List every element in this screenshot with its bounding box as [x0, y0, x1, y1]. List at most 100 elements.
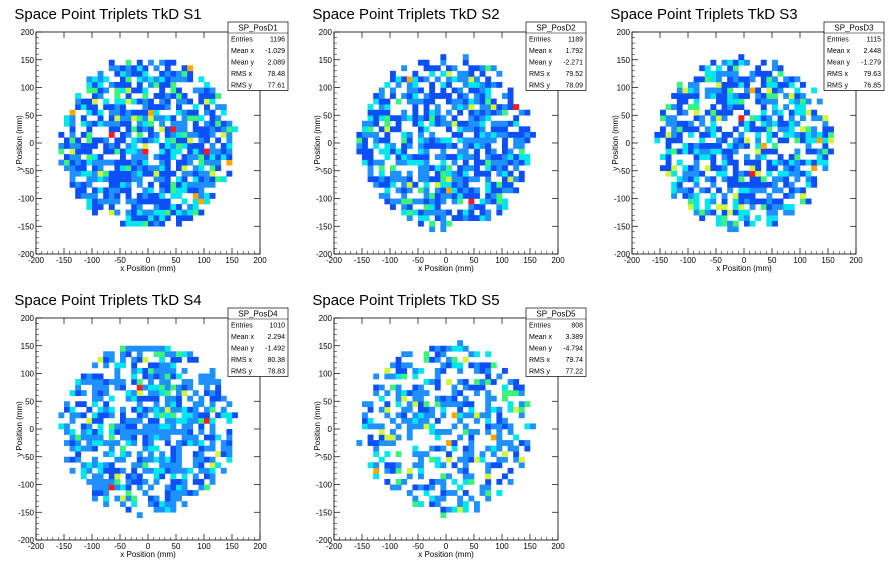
- heatmap-bin: [721, 215, 728, 221]
- heatmap-bin: [457, 137, 464, 144]
- heatmap-bin: [446, 154, 452, 160]
- x-tick-label: -100: [680, 256, 697, 265]
- heatmap-bin: [783, 209, 790, 216]
- heatmap-bin: [457, 126, 464, 133]
- heatmap-bin: [187, 148, 194, 155]
- heatmap-bin: [800, 198, 806, 205]
- heatmap-bin: [170, 478, 177, 485]
- heatmap-bin: [108, 59, 115, 66]
- heatmap-bin: [485, 379, 492, 385]
- heatmap-bin: [176, 462, 182, 469]
- heatmap-bin: [153, 215, 160, 221]
- heatmap-bin: [406, 143, 413, 149]
- heatmap-bin: [451, 65, 458, 72]
- heatmap-bin: [198, 159, 205, 166]
- heatmap-bin: [474, 384, 480, 391]
- heatmap-bin: [816, 154, 823, 160]
- heatmap-bin: [92, 445, 98, 452]
- heatmap-bin: [142, 440, 149, 446]
- heatmap-bin: [176, 181, 182, 188]
- heatmap-bin: [97, 484, 104, 491]
- heatmap-bin: [198, 148, 205, 155]
- heatmap-bin: [108, 131, 115, 138]
- y-axis-label: y Position (mm): [15, 401, 24, 457]
- heatmap-bin: [429, 412, 436, 419]
- heatmap-bin: [153, 445, 160, 452]
- heatmap-bin: [744, 137, 750, 144]
- heatmap-bin: [429, 198, 436, 205]
- heatmap-bin: [755, 126, 762, 133]
- heatmap-bin: [108, 198, 115, 205]
- stats-row-label: RMS y: [827, 83, 849, 90]
- heatmap-bin: [783, 104, 790, 110]
- heatmap-bin: [215, 115, 222, 122]
- heatmap-bin: [755, 159, 762, 166]
- heatmap-bin: [401, 137, 408, 144]
- heatmap-bin: [136, 126, 143, 133]
- heatmap-bin: [704, 143, 711, 149]
- heatmap-bin: [451, 478, 458, 485]
- heatmap-bin: [794, 176, 801, 183]
- stats-row-value: 77.61: [267, 83, 285, 90]
- heatmap-bin: [440, 137, 447, 144]
- x-tick-label: 0: [444, 256, 449, 265]
- heatmap-bin: [513, 165, 520, 172]
- heatmap-bin: [772, 120, 778, 127]
- x-tick-label: 0: [742, 256, 747, 265]
- heatmap-bin: [142, 187, 149, 194]
- heatmap-bin: [131, 367, 138, 374]
- heatmap-bin: [148, 192, 154, 199]
- heatmap-bin: [378, 384, 385, 391]
- heatmap-bin: [682, 165, 689, 172]
- stats-row-label: RMS y: [529, 369, 551, 376]
- heatmap-bin: [800, 192, 806, 199]
- heatmap-bin: [502, 104, 508, 110]
- heatmap-bin: [738, 204, 745, 210]
- y-tick-label: -150: [18, 508, 35, 517]
- heatmap-bin: [507, 93, 514, 99]
- heatmap-bin: [176, 373, 182, 380]
- heatmap-bin: [457, 154, 464, 160]
- heatmap-bin: [766, 165, 773, 172]
- heatmap-bin: [198, 98, 205, 105]
- heatmap-bin: [496, 440, 503, 446]
- heatmap-bin: [805, 159, 812, 166]
- heatmap-bin: [103, 362, 110, 369]
- stats-row-label: RMS x: [231, 357, 253, 364]
- heatmap-bin: [69, 417, 76, 424]
- heatmap-bin: [97, 412, 104, 419]
- heatmap-bin: [732, 192, 739, 199]
- heatmap-bin: [153, 495, 160, 502]
- heatmap-bin: [524, 445, 531, 452]
- heatmap-bin: [97, 198, 104, 205]
- stats-row-value: 1.792: [565, 48, 583, 55]
- heatmap-bin: [181, 423, 188, 430]
- heatmap-bin: [80, 120, 87, 127]
- heatmap-bin: [120, 351, 126, 358]
- heatmap-bin: [103, 484, 110, 491]
- heatmap-bin: [198, 76, 205, 83]
- heatmap-bin: [192, 473, 199, 480]
- heatmap-bin: [468, 76, 475, 83]
- heatmap-bin: [198, 462, 205, 469]
- heatmap-bin: [131, 423, 138, 430]
- heatmap-bin: [142, 165, 149, 172]
- heatmap-bin: [788, 209, 795, 216]
- heatmap-bin: [794, 98, 801, 105]
- heatmap-bin: [462, 467, 469, 474]
- heatmap-bin: [479, 70, 486, 77]
- heatmap-bin: [198, 478, 205, 485]
- heatmap-bin: [176, 440, 182, 446]
- heatmap-bin: [384, 390, 391, 396]
- heatmap-bin: [744, 170, 750, 177]
- heatmap-bin: [181, 165, 188, 172]
- heatmap-bin: [738, 54, 745, 61]
- heatmap-bin: [772, 98, 778, 105]
- heatmap-bin: [187, 434, 194, 441]
- heatmap-bin: [80, 390, 87, 396]
- heatmap-bin: [148, 104, 154, 110]
- heatmap-bin: [822, 154, 829, 160]
- heatmap-bin: [108, 126, 115, 133]
- heatmap-bin: [159, 462, 166, 469]
- heatmap-bin: [777, 198, 784, 205]
